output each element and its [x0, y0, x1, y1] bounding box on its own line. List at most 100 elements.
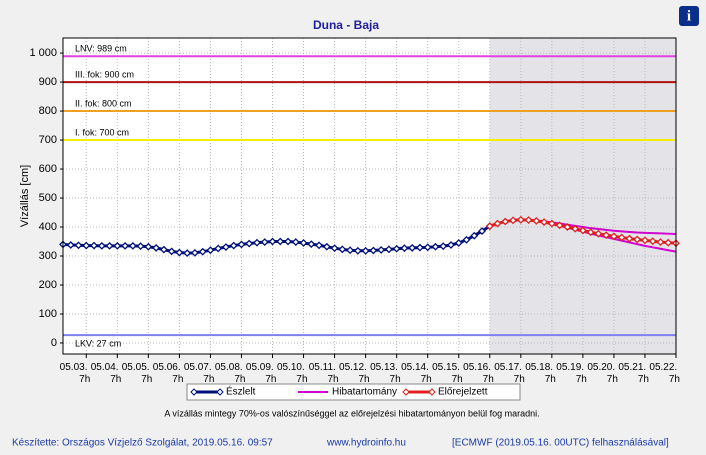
point-marker [369, 246, 378, 255]
point-marker [361, 246, 370, 255]
point-marker [66, 241, 75, 249]
chart-title: Duna - Baja [313, 18, 379, 32]
point-marker [392, 244, 401, 253]
point-marker [485, 222, 494, 231]
point-marker [346, 246, 355, 255]
point-marker [656, 238, 665, 247]
legend-marker [402, 388, 410, 396]
point-marker [183, 249, 192, 258]
x-tick-hour: 7h [265, 374, 276, 385]
point-marker [198, 247, 207, 256]
point-marker [462, 235, 471, 244]
y-tick-label: 800 [39, 105, 57, 117]
x-tick-date: 05.05. [122, 362, 153, 373]
x-tick-hour: 7h [296, 374, 307, 385]
point-marker [501, 217, 510, 226]
point-marker [237, 240, 246, 249]
point-marker [284, 237, 292, 246]
x-tick-date: 05.19. [556, 362, 587, 373]
x-tick-date: 05.20. [587, 362, 618, 373]
point-marker [431, 242, 440, 251]
point-marker [563, 223, 572, 231]
point-marker [377, 246, 386, 254]
x-tick-hour: 7h [110, 374, 121, 385]
point-marker [167, 247, 176, 256]
x-tick-hour: 7h [669, 374, 680, 385]
point-marker [97, 241, 106, 250]
x-tick-label: 05.07. 7h [184, 362, 215, 385]
x-tick-label: 05.17. 7h [494, 362, 525, 385]
y-tick-label: 600 [39, 163, 57, 175]
x-tick-date: 05.18. [525, 362, 556, 373]
footer-author: Készítette: Országos Vízjelző Szolgálat,… [12, 438, 273, 449]
y-tick-label: 700 [39, 134, 57, 146]
point-marker [478, 227, 486, 235]
point-marker [128, 241, 137, 250]
x-tick-date: 05.06. [153, 362, 184, 373]
x-tick-hour: 7h [514, 374, 525, 385]
x-tick-label: 05.22. 7h [649, 362, 680, 385]
point-marker [633, 235, 642, 244]
x-tick-hour: 7h [638, 374, 649, 385]
point-marker [260, 238, 269, 247]
point-marker [602, 231, 611, 240]
point-marker [516, 215, 525, 224]
x-tick-date: 05.03. [60, 362, 91, 373]
footer-url[interactable]: www.hydroinfo.hu [326, 438, 406, 449]
plot-border [62, 37, 677, 355]
legend-marker [190, 388, 198, 396]
point-marker [291, 238, 300, 247]
point-marker [524, 216, 533, 224]
x-tick-label: 05.21. 7h [618, 362, 649, 385]
x-tick-hour: 7h [452, 374, 463, 385]
x-tick-label: 05.03. 7h [60, 362, 91, 385]
point-marker [214, 244, 223, 253]
forecast-region [489, 38, 676, 354]
x-tick-label: 05.16. 7h [463, 362, 494, 385]
point-marker [245, 239, 254, 248]
point-marker [353, 246, 362, 255]
x-tick-date: 05.17. [494, 362, 525, 373]
point-marker [307, 240, 316, 249]
point-marker [547, 219, 556, 228]
x-tick-hour: 7h [358, 374, 369, 385]
point-marker [408, 243, 417, 252]
point-marker [268, 237, 277, 246]
point-marker [664, 238, 673, 247]
x-tick-date: 05.10. [277, 362, 308, 373]
point-marker [400, 244, 409, 253]
x-tick-hour: 7h [327, 374, 338, 385]
point-marker [532, 217, 541, 225]
x-tick-label: 05.06. 7h [153, 362, 184, 385]
point-marker [384, 245, 393, 254]
y-tick-label: 0 [51, 337, 57, 349]
y-tick-label: 900 [39, 76, 57, 88]
reference-label: III. fok: 900 cm [75, 69, 134, 79]
point-marker [625, 234, 634, 243]
footer-source: [ECMWF (2019.05.16. 00UTC) felhasználásá… [452, 438, 669, 449]
x-tick-label: 05.05. 7h [122, 362, 153, 385]
point-marker [121, 241, 129, 250]
info-icon[interactable]: i [687, 8, 691, 24]
point-marker [509, 216, 517, 225]
x-tick-date: 05.15. [432, 362, 463, 373]
x-tick-date: 05.09. [246, 362, 277, 373]
x-tick-hour: 7h [203, 374, 214, 385]
x-tick-date: 05.04. [91, 362, 122, 373]
x-tick-hour: 7h [234, 374, 245, 385]
legend-marker [216, 388, 224, 396]
point-marker [144, 242, 153, 251]
y-tick-label: 1 000 [29, 47, 57, 59]
point-marker [594, 229, 603, 238]
x-tick-label: 05.11. 7h [309, 362, 339, 385]
x-tick-label: 05.20. 7h [587, 362, 618, 385]
x-tick-hour: 7h [79, 374, 90, 385]
point-marker [159, 245, 168, 254]
x-tick-hour: 7h [172, 374, 183, 385]
y-tick-label: 500 [39, 192, 57, 204]
point-marker [470, 231, 479, 240]
y-tick-label: 100 [39, 308, 57, 320]
y-tick-label: 400 [39, 221, 57, 233]
info-button[interactable] [679, 6, 699, 26]
